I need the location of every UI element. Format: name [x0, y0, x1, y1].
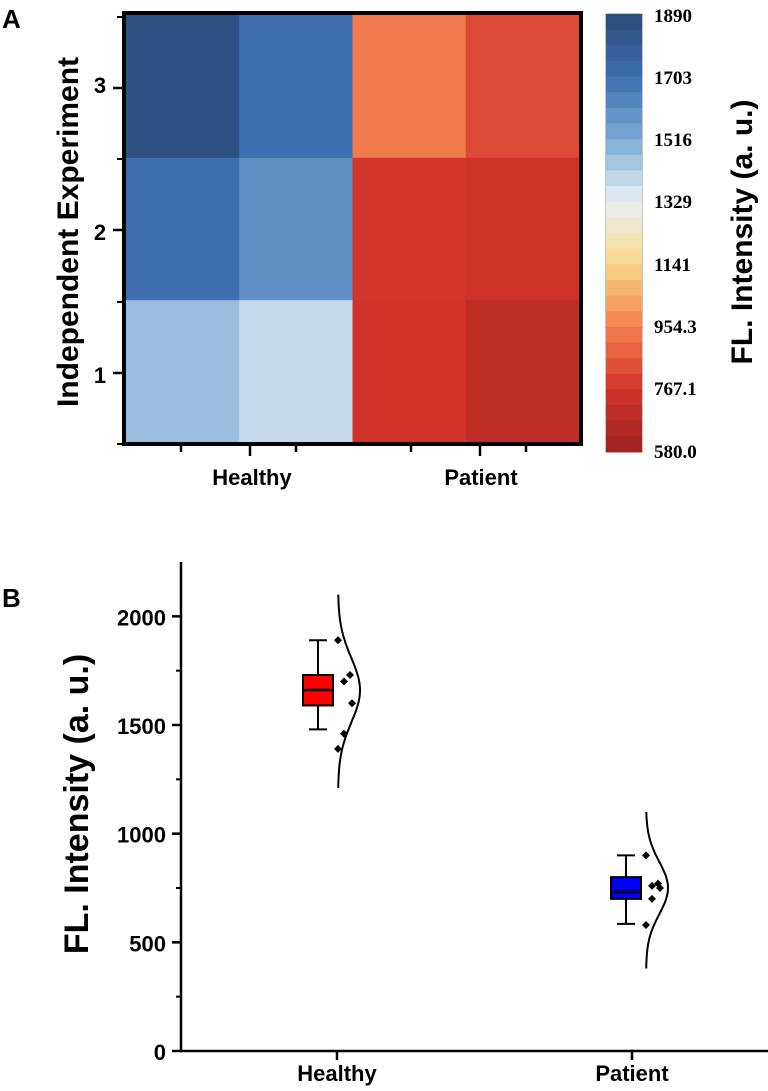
colorbar-band	[606, 186, 642, 203]
heatmap-x-label-patient: Patient	[444, 465, 518, 490]
heatmap-cell-exp2-col1	[126, 157, 240, 301]
panel-b-letter: B	[2, 583, 21, 613]
heatmap-y-label-2: 2	[94, 220, 106, 245]
colorbar-title: FL. Intensity (a. u.)	[726, 99, 759, 364]
colorbar-band	[606, 295, 642, 312]
colorbar-band	[606, 264, 642, 281]
heatmap-x-ticks	[179, 444, 528, 456]
colorbar-band	[606, 405, 642, 422]
data-point	[346, 671, 354, 680]
heatmap-frame	[122, 11, 583, 446]
distribution-curve	[337, 594, 361, 789]
colorbar-tick-1890: 1890	[654, 6, 692, 27]
colorbar-tick-1329: 1329	[654, 192, 692, 213]
heatmap-cell-exp3-col3	[352, 15, 467, 158]
data-point	[348, 699, 356, 708]
colorbar-band	[606, 201, 642, 218]
box-x-label-patient: Patient	[595, 1061, 669, 1086]
heatmap-y-title: Independent Experiment	[52, 57, 85, 407]
data-point	[334, 744, 342, 753]
distribution-curve	[645, 811, 670, 969]
box-y-tick-label-500: 500	[129, 931, 166, 956]
data-point	[648, 894, 656, 903]
data-point	[656, 884, 664, 892]
colorbar-bands	[606, 14, 642, 453]
colorbar-band	[606, 326, 642, 343]
colorbar-tick-1141: 1141	[654, 255, 691, 276]
box-patient	[610, 811, 670, 969]
box-x-label-healthy: Healthy	[297, 1061, 377, 1086]
data-point	[642, 920, 650, 929]
heatmap-y-label-3: 3	[94, 73, 106, 98]
heatmap	[126, 15, 580, 443]
colorbar-band	[606, 154, 642, 171]
colorbar-band	[606, 373, 642, 390]
box-y-tick-label-0: 0	[154, 1040, 166, 1065]
box-plots	[302, 594, 670, 969]
data-point	[642, 851, 650, 860]
heatmap-cell-exp1-col4	[465, 299, 580, 443]
heatmap-cell-exp2-col3	[352, 157, 467, 301]
colorbar-band	[606, 60, 642, 77]
heatmap-y-label-1: 1	[94, 363, 106, 388]
colorbar-band	[606, 29, 642, 46]
colorbar-tick-767: 767.1	[654, 379, 697, 400]
heatmap-cell-exp3-col1	[126, 15, 240, 158]
data-point	[648, 881, 656, 890]
colorbar-band	[606, 139, 642, 156]
box-y-tick-label-1500: 1500	[117, 714, 166, 739]
colorbar-tick-1516: 1516	[654, 130, 692, 151]
colorbar-band	[606, 92, 642, 109]
colorbar-tick-1703: 1703	[654, 68, 692, 89]
box-x-ticks	[335, 1051, 634, 1060]
box-y-tick-label-1000: 1000	[117, 823, 166, 848]
box-y-tick-label-2000: 2000	[117, 605, 166, 630]
colorbar-band	[606, 170, 642, 187]
colorbar-band	[606, 233, 642, 250]
colorbar-band	[606, 217, 642, 234]
heatmap-cell-exp2-col2	[239, 157, 353, 301]
heatmap-cell-exp3-col2	[239, 15, 353, 158]
box-y-title: FL. Intensity (a. u.)	[58, 654, 96, 954]
heatmap-cell-exp1-col2	[239, 299, 353, 443]
colorbar-band	[606, 342, 642, 359]
colorbar-band	[606, 420, 642, 437]
colorbar-band	[606, 107, 642, 124]
heatmap-cell-exp1-col3	[352, 299, 467, 443]
heatmap-y-ticks	[113, 16, 124, 445]
colorbar-band	[606, 45, 642, 62]
box-healthy	[302, 594, 361, 789]
heatmap-x-label-healthy: Healthy	[212, 465, 292, 490]
box-iqr	[610, 876, 642, 900]
box-y-ticks: 0 500 1000 1500 2000	[117, 605, 181, 1065]
colorbar-band	[606, 14, 642, 31]
colorbar-band	[606, 358, 642, 375]
heatmap-cell-exp1-col1	[126, 299, 240, 443]
colorbar-band	[606, 311, 642, 328]
colorbar-band	[606, 76, 642, 93]
colorbar-band	[606, 436, 642, 453]
heatmap-cell-exp2-col4	[465, 157, 580, 301]
colorbar-band	[606, 248, 642, 265]
colorbar-tick-580: 580.0	[654, 442, 697, 463]
colorbar-band	[606, 279, 642, 296]
data-point	[340, 729, 348, 738]
panel-a-letter: A	[2, 4, 21, 34]
heatmap-cell-exp3-col4	[465, 15, 580, 158]
data-point	[334, 636, 342, 645]
colorbar-band	[606, 123, 642, 140]
colorbar-band	[606, 389, 642, 406]
data-point	[340, 677, 348, 686]
colorbar-tick-954: 954.3	[654, 317, 697, 338]
